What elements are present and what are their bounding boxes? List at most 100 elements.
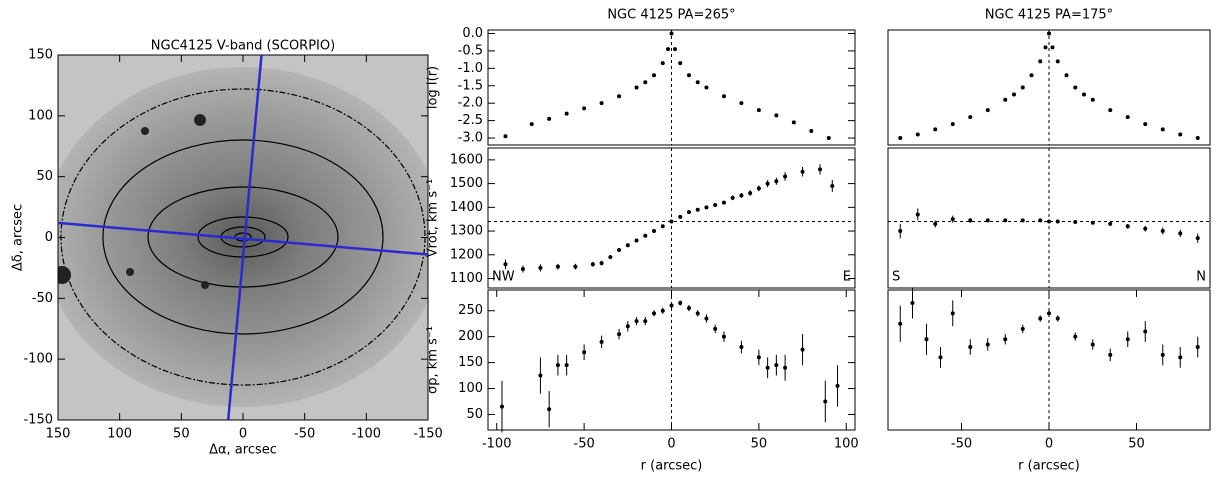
data-point — [1125, 115, 1130, 120]
x-tick-label: -150 — [413, 427, 443, 442]
data-point — [765, 181, 770, 186]
data-point — [1125, 224, 1130, 229]
x-tick-label: 0 — [1045, 437, 1053, 452]
data-point — [1195, 236, 1200, 241]
data-point — [704, 205, 709, 210]
slit-line — [57, 221, 429, 256]
x-tick-label: 150 — [46, 427, 71, 442]
x-tick-label: -100 — [482, 437, 512, 452]
data-point — [590, 262, 595, 267]
y-tick-label: 150 — [28, 48, 53, 63]
data-point — [730, 195, 735, 200]
data-point — [678, 214, 683, 219]
data-point — [704, 316, 709, 321]
y-tick-label: 1500 — [450, 176, 483, 191]
y-tick-label: 0.0 — [462, 26, 483, 41]
data-point — [721, 334, 726, 339]
data-point — [695, 311, 700, 316]
data-point — [910, 300, 915, 305]
y-tick-label: -2.5 — [458, 113, 483, 128]
data-point — [643, 80, 648, 85]
data-point — [748, 191, 753, 196]
y-axis-label: Vrot, km s⁻¹ — [426, 179, 441, 257]
y-tick-label: 200 — [458, 329, 483, 344]
data-point — [830, 183, 835, 188]
data-point — [765, 365, 770, 370]
x-tick-label: 100 — [107, 427, 132, 442]
y-axis-label: log I(r) — [426, 66, 441, 109]
data-point — [1195, 136, 1200, 141]
data-point — [617, 94, 622, 99]
y-tick-label: 1100 — [450, 271, 483, 286]
y-tick-label: 100 — [458, 381, 483, 396]
y-tick-label: -1.5 — [458, 78, 483, 93]
corner-label: NW — [492, 270, 515, 285]
data-point — [555, 363, 560, 368]
data-point — [1143, 122, 1148, 127]
galaxy-image — [58, 55, 428, 420]
y-tick-label: 100 — [28, 108, 53, 123]
data-point — [634, 319, 639, 324]
data-point — [695, 80, 700, 85]
data-point — [652, 311, 657, 316]
data-point — [783, 365, 788, 370]
y-tick-label: -0.5 — [458, 43, 483, 58]
data-point — [1178, 355, 1183, 360]
y-tick-label: -3.0 — [458, 131, 483, 146]
data-point — [625, 243, 630, 248]
data-point — [625, 324, 630, 329]
data-point — [1195, 345, 1200, 350]
slit-line — [226, 54, 263, 421]
y-tick-label: 50 — [466, 407, 483, 422]
data-point — [1090, 220, 1095, 225]
data-point — [608, 255, 613, 260]
data-point — [652, 73, 657, 78]
x-tick-label: 0 — [239, 427, 247, 442]
data-point — [933, 127, 938, 132]
data-point — [823, 399, 828, 404]
data-point — [898, 321, 903, 326]
y-tick-label: 250 — [458, 303, 483, 318]
x-tick-label: 50 — [751, 437, 768, 452]
data-point — [678, 61, 683, 66]
data-point — [739, 345, 744, 350]
x-tick-label: 0 — [667, 437, 675, 452]
data-point — [582, 106, 587, 111]
data-point — [564, 111, 569, 116]
data-point — [938, 355, 943, 360]
data-point — [915, 132, 920, 137]
corner-label: N — [1196, 270, 1206, 285]
data-point — [985, 342, 990, 347]
y-tick-label: 1300 — [450, 224, 483, 239]
data-point — [809, 129, 814, 134]
data-point — [835, 383, 840, 388]
x-tick-label: -50 — [951, 437, 972, 452]
x-tick-label: 50 — [1128, 437, 1145, 452]
data-point — [1090, 97, 1095, 102]
data-point — [1038, 316, 1043, 321]
y-tick-label: -100 — [23, 352, 53, 367]
data-point — [713, 326, 718, 331]
data-point — [985, 218, 990, 223]
data-point — [643, 319, 648, 324]
data-point — [1020, 326, 1025, 331]
data-point — [968, 218, 973, 223]
x-axis-label: r (arcsec) — [641, 459, 703, 474]
data-point — [1143, 226, 1148, 231]
data-point — [1160, 229, 1165, 234]
data-point — [756, 108, 761, 113]
data-point — [1055, 219, 1060, 224]
data-point — [643, 233, 648, 238]
data-point — [791, 120, 796, 125]
y-tick-label: 1600 — [450, 152, 483, 167]
corner-label: S — [892, 270, 900, 285]
data-point — [538, 265, 543, 270]
data-point — [704, 85, 709, 90]
data-point — [1064, 73, 1069, 78]
data-point — [924, 337, 929, 342]
data-point — [1090, 342, 1095, 347]
data-point — [933, 221, 938, 226]
data-point — [1029, 73, 1034, 78]
x-axis-label: Δα, arcsec — [209, 443, 277, 458]
